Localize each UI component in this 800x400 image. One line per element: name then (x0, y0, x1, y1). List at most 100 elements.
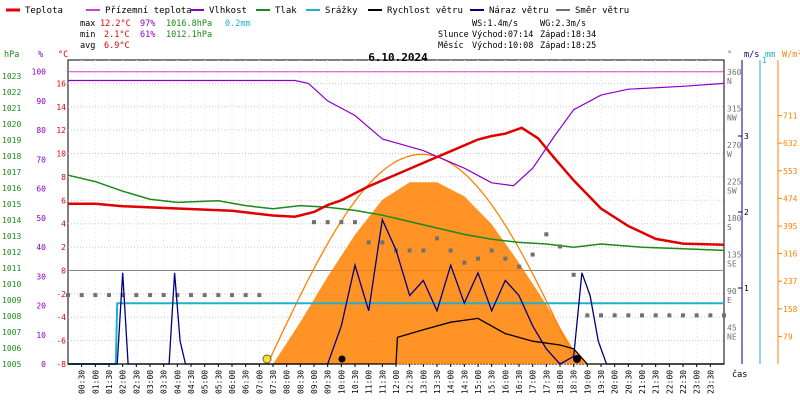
wind-direction-point (134, 293, 139, 298)
axis-tick-hpa: 1007 (2, 328, 21, 337)
series-humidity (68, 79, 725, 187)
axis-tick-x: 20:00 (611, 370, 620, 394)
axis-tick-ms: 1 (744, 284, 749, 293)
axis-tick-wm2: 158 (783, 305, 798, 314)
axis-tick-x: 08:30 (296, 370, 305, 394)
axes-layer: 1005100610071008100910101011101210131014… (2, 56, 798, 394)
axis-tick-hpa: 1008 (2, 312, 21, 321)
axis-tick-pct: 10 (36, 331, 46, 340)
axis-tick-hpa: 1010 (2, 280, 21, 289)
axis-tick-x: 18:00 (556, 370, 565, 394)
wind-direction-point (407, 248, 412, 253)
axis-tick-pct: 100 (32, 68, 47, 77)
axis-tick-x: 23:30 (706, 370, 715, 394)
wind-direction-point (448, 248, 453, 253)
axis-tick-dir: 360 (727, 68, 742, 77)
wind-direction-point (380, 240, 385, 245)
axis-tick-wm2: 632 (783, 139, 798, 148)
axis-tick-x: 17:30 (542, 370, 551, 394)
axis-tick-temp: -8 (56, 360, 66, 369)
axis-tick-wm2: 395 (783, 222, 798, 231)
axis-tick-x: 03:00 (146, 370, 155, 394)
wind-direction-point (66, 293, 70, 298)
wind-direction-point (694, 313, 699, 318)
axis-unit-hpa: hPa (4, 50, 19, 60)
sun-set: Západ:18:34 (540, 30, 596, 40)
legend-item-rychlost-vetru: Rychlost větru (368, 6, 463, 16)
legend-label: Tlak (275, 6, 297, 16)
axis-unit-headers: hPa % °C ° m/s mm W/m² (4, 50, 800, 60)
axis-tick-x: 13:30 (433, 370, 442, 394)
legend-item-tlak: Tlak (256, 6, 297, 16)
axis-tick-dir: 45 (727, 324, 737, 333)
axis-tick-pct: 50 (36, 214, 46, 223)
axis-tick-x: 02:30 (132, 370, 141, 394)
axis-tick-pct: 70 (36, 155, 46, 164)
axis-tick-ms: 3 (744, 132, 749, 141)
axis-tick-temp: 10 (56, 150, 66, 159)
axis-tick-x: 22:00 (665, 370, 674, 394)
wind-direction-point (312, 220, 316, 225)
series-temperature (68, 126, 725, 246)
wind-direction-point (421, 248, 426, 253)
wind-direction-point (640, 313, 644, 318)
axis-tick-hpa: 1013 (2, 232, 21, 241)
axis-tick-x: 13:00 (419, 370, 428, 394)
axis-tick-x: 15:30 (488, 370, 497, 394)
axis-tick-dir-name: NE (727, 333, 737, 342)
axis-tick-hpa: 1005 (2, 360, 21, 369)
legend-item-naraz-vetru: Náraz větru (470, 6, 549, 16)
stats-min-hum: 61% (140, 30, 155, 40)
axis-tick-dir-name: S (727, 223, 732, 232)
wind-gust-info: WG:2.3m/s (540, 19, 586, 29)
axis-tick-x: 21:00 (638, 370, 647, 394)
axis-tick-x: 07:00 (255, 370, 264, 394)
series-wind-speed (68, 317, 724, 365)
wind-direction-point (189, 293, 193, 298)
axis-tick-x: 12:30 (406, 370, 415, 394)
axis-tick-x: 23:00 (693, 370, 702, 394)
axis-tick-wm2: 711 (783, 112, 798, 121)
axis-unit-pct: % (38, 50, 43, 60)
axis-tick-temp: 14 (56, 103, 66, 112)
wind-direction-point (230, 293, 234, 298)
axis-tick-dir: 270 (727, 141, 742, 150)
axis-tick-x: 04:30 (187, 370, 196, 394)
wind-direction-point (243, 293, 248, 298)
axis-tick-mm: 1 (762, 56, 767, 65)
stats-max-press: 1016.8hPa (166, 19, 212, 29)
axis-tick-pct: 90 (36, 97, 46, 106)
axis-unit-deg: ° (727, 50, 732, 60)
wind-direction-point (148, 293, 152, 298)
axis-tick-x: 05:30 (214, 370, 223, 394)
stats-max-label: max (80, 19, 95, 29)
sun-label: Slunce (438, 30, 469, 40)
axis-tick-ms: 2 (744, 208, 749, 217)
axis-tick-x: 10:00 (337, 370, 346, 394)
wind-direction-point (93, 293, 98, 298)
axis-tick-x: 22:30 (679, 370, 688, 394)
axis-tick-x: 14:00 (447, 370, 456, 394)
wind-direction-point (489, 248, 494, 253)
legend-label: Přízemní teplota (105, 6, 192, 16)
legend-item-smer-vetru: Směr větru (556, 6, 629, 16)
legend-label: Teplota (25, 6, 63, 16)
wind-direction-point (435, 236, 439, 241)
axis-tick-wm2: 316 (783, 250, 798, 259)
axis-tick-x: 09:30 (324, 370, 333, 394)
wind-direction-point (325, 220, 330, 225)
wind-direction-point (708, 313, 713, 318)
axis-tick-temp: 4 (61, 220, 66, 229)
axis-tick-x: 11:00 (365, 370, 374, 394)
wind-direction-point (462, 260, 467, 265)
legend-label: Rychlost větru (387, 6, 463, 16)
legend-label: Náraz větru (489, 6, 549, 16)
axis-tick-pct: 60 (36, 185, 46, 194)
wind-direction-point (216, 293, 221, 298)
wind-direction-point (339, 220, 344, 225)
axis-tick-x: 10:30 (351, 370, 360, 394)
wind-direction-point (353, 220, 357, 225)
axis-tick-wm2: 553 (783, 167, 798, 176)
